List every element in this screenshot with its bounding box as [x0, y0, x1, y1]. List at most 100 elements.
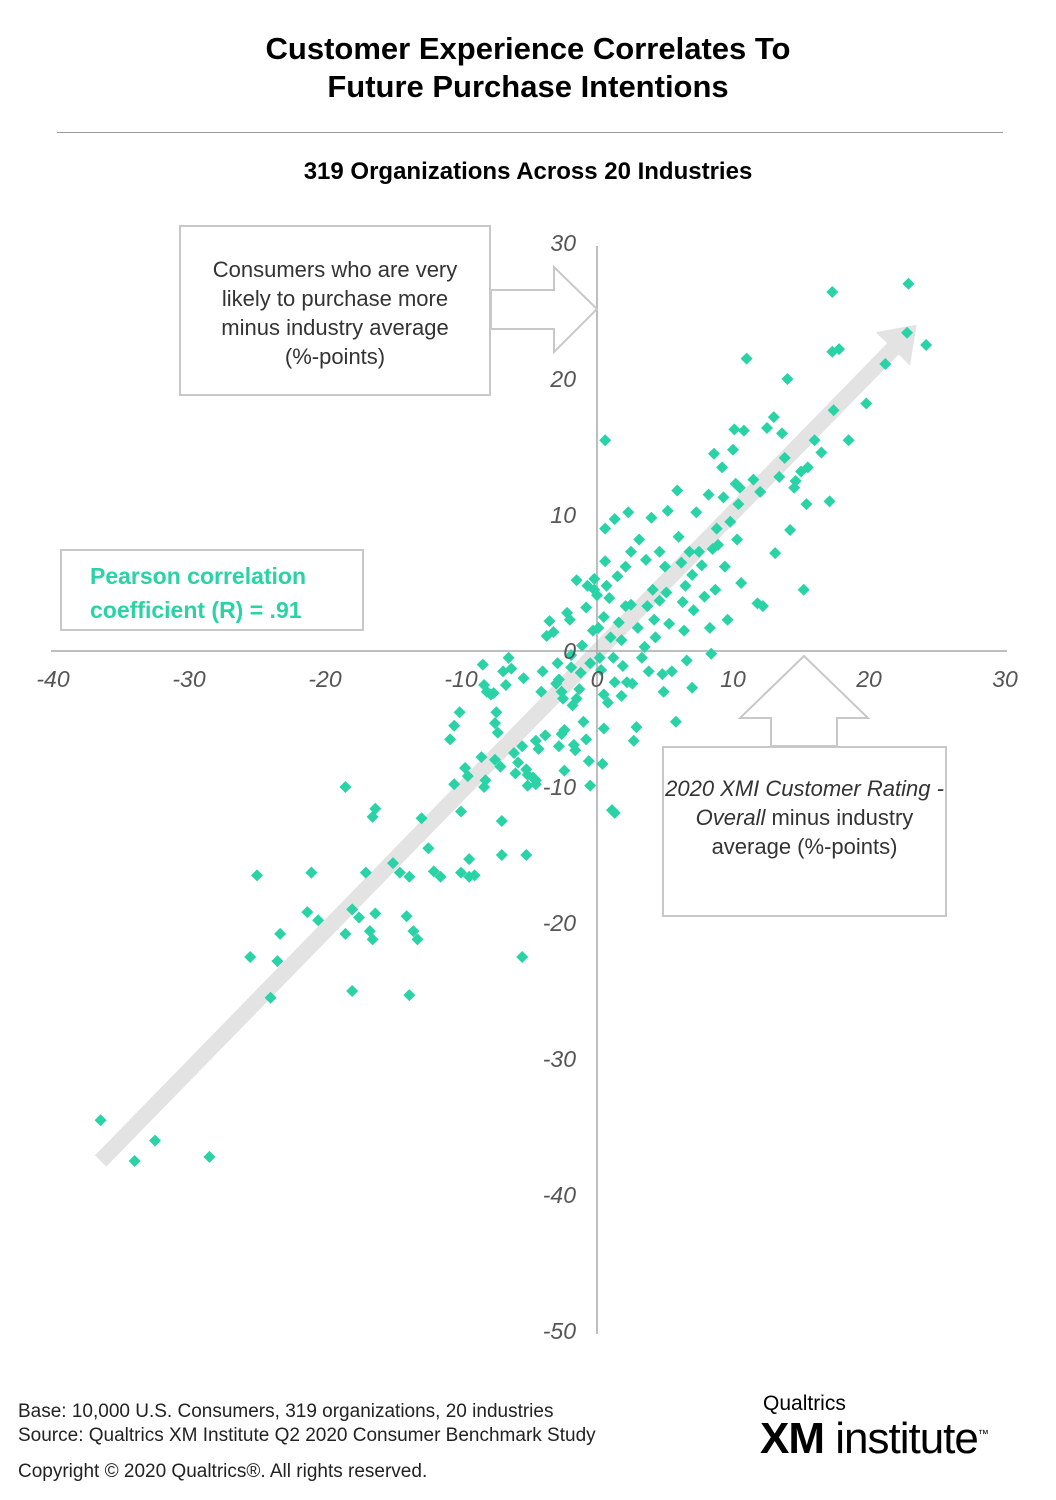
- data-point: [251, 869, 263, 882]
- data-point: [660, 586, 673, 599]
- data-point: [570, 692, 583, 705]
- data-point: [149, 1134, 161, 1147]
- data-point: [393, 866, 406, 879]
- data-point: [494, 760, 507, 773]
- data-point: [569, 744, 582, 757]
- data-point: [631, 621, 644, 634]
- brand-xm: XM: [760, 1414, 825, 1463]
- data-point: [801, 461, 814, 474]
- x-callout-rest: minus industry average (%-points): [711, 805, 914, 859]
- x-callout-arrow: [737, 654, 871, 747]
- data-point: [747, 473, 760, 486]
- data-point: [698, 590, 711, 603]
- data-point: [693, 545, 705, 558]
- data-point: [702, 488, 715, 501]
- data-point: [563, 613, 576, 626]
- x-tick-label: 20: [855, 666, 882, 692]
- data-point: [641, 600, 654, 613]
- data-point: [455, 866, 467, 879]
- data-point: [627, 734, 640, 747]
- data-point: [444, 733, 457, 746]
- data-point: [592, 621, 605, 634]
- y-callout-line-2: likely to purchase more: [221, 286, 449, 311]
- y-tick-label: -40: [543, 1182, 576, 1208]
- footer-base: Base: 10,000 U.S. Consumers, 319 organiz…: [18, 1401, 554, 1422]
- data-point: [489, 717, 501, 730]
- data-point: [595, 664, 608, 677]
- data-point: [797, 583, 810, 596]
- data-point: [721, 613, 734, 626]
- data-point: [369, 907, 382, 920]
- data-point: [478, 781, 491, 793]
- data-point: [387, 857, 399, 870]
- data-point: [649, 631, 662, 644]
- pearson-line-2: coefficient (R) = .91: [90, 597, 302, 623]
- data-point: [543, 615, 556, 628]
- x-axis-callout: 2020 XMI Customer Rating - Overall minus…: [662, 746, 947, 917]
- data-point: [716, 461, 729, 474]
- brand-tm: ™: [977, 1428, 989, 1441]
- data-point: [529, 774, 542, 787]
- data-point: [676, 596, 689, 609]
- data-point: [754, 485, 767, 498]
- data-point: [826, 285, 839, 298]
- data-point: [453, 706, 466, 719]
- data-point: [520, 849, 533, 861]
- data-point: [599, 555, 612, 568]
- data-point: [346, 903, 359, 916]
- data-point: [703, 621, 716, 634]
- data-point: [509, 767, 522, 780]
- data-point: [490, 706, 503, 719]
- data-point: [455, 805, 467, 818]
- data-point: [603, 591, 616, 604]
- x-tick-label: 10: [720, 666, 746, 692]
- data-point: [680, 654, 693, 667]
- data-point: [686, 681, 699, 694]
- data-point: [517, 672, 530, 685]
- data-point: [679, 579, 692, 592]
- data-point: [653, 594, 666, 607]
- data-point: [648, 613, 661, 626]
- data-point: [339, 927, 352, 940]
- data-point: [570, 574, 583, 587]
- data-point: [536, 665, 549, 678]
- data-point: [459, 761, 472, 774]
- data-point: [778, 451, 791, 464]
- data-point: [489, 753, 501, 766]
- y-tick-label: -20: [543, 910, 576, 936]
- data-point: [407, 925, 420, 938]
- brand-logo: XM institute™: [760, 1414, 989, 1464]
- data-point: [593, 651, 606, 664]
- trend-arrow: [94, 324, 917, 1167]
- data-point: [781, 373, 794, 385]
- data-point: [499, 679, 512, 691]
- title-line-1: Customer Experience Correlates To: [265, 31, 791, 66]
- data-point: [707, 447, 720, 460]
- data-point: [630, 721, 643, 734]
- data-point: [521, 779, 534, 792]
- data-point: [901, 326, 914, 339]
- data-point: [635, 651, 648, 664]
- data-point: [669, 715, 682, 728]
- data-point: [737, 424, 750, 437]
- data-point: [728, 423, 741, 436]
- data-point: [842, 434, 855, 447]
- data-point: [724, 515, 737, 528]
- data-point: [573, 683, 586, 696]
- data-point: [740, 352, 753, 365]
- y-callout-line-1: Consumers who are very: [212, 257, 458, 282]
- y-tick-label: 0: [563, 638, 576, 664]
- data-point: [422, 842, 435, 855]
- pearson-line-1: Pearson correlation: [90, 563, 307, 589]
- data-point: [576, 639, 589, 652]
- data-point: [476, 658, 489, 671]
- data-point: [608, 806, 621, 819]
- data-point: [671, 484, 684, 497]
- axes-layer: [51, 246, 1007, 1334]
- data-point: [552, 673, 565, 686]
- data-point: [339, 781, 352, 793]
- data-point: [657, 685, 670, 698]
- y-axis-callout: Consumers who are very likely to purchas…: [179, 225, 491, 396]
- title-divider: [57, 132, 1003, 133]
- data-point: [687, 604, 700, 617]
